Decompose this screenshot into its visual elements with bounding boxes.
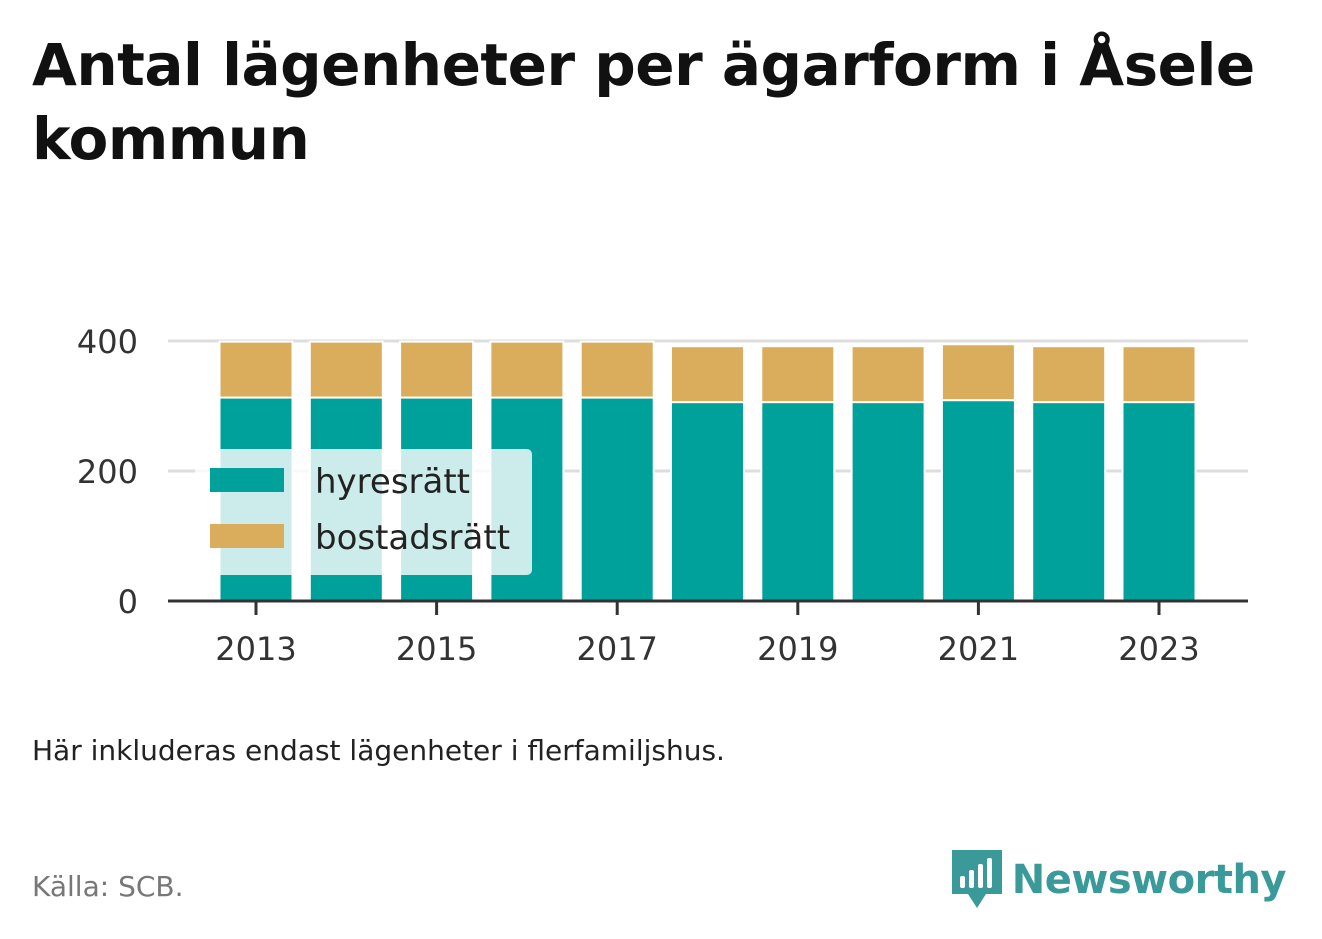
bar-bostadsrätt-2015 xyxy=(399,340,475,399)
bar-bostadsrätt-2023 xyxy=(1121,345,1197,404)
bar-bostadsrätt-2017 xyxy=(579,340,655,399)
bar-bostadsrätt-2014 xyxy=(308,340,384,399)
x-axis-ticks: 2013 2015 2017 2019 2021 2023 xyxy=(215,601,1200,668)
x-tick-label: 2017 xyxy=(576,630,657,668)
bar-hyresrätt-2020 xyxy=(850,401,926,602)
chart-note: Här inkluderas endast lägenheter i flerf… xyxy=(32,734,725,767)
bar-hyresrätt-2023 xyxy=(1121,401,1197,602)
bar-bostadsrätt-2016 xyxy=(489,340,565,399)
bar-hyresrätt-2021 xyxy=(940,399,1016,602)
y-tick-label: 200 xyxy=(77,453,138,491)
bar-bostadsrätt-2018 xyxy=(670,345,745,404)
x-tick-label: 2019 xyxy=(757,630,838,668)
bar-bostadsrätt-2021 xyxy=(940,343,1016,402)
legend-swatch-hyresrätt xyxy=(210,468,284,492)
legend: hyresrätt bostadsrätt xyxy=(195,449,532,575)
bar-chart-speech-bubble-icon xyxy=(951,850,1002,908)
y-tick-label: 0 xyxy=(118,583,138,621)
bar-hyresrätt-2018 xyxy=(670,401,745,602)
stacked-bar-chart: 0 200 400 2013 2015 2017 2019 2021 2023 hyresrä… xyxy=(77,323,1248,668)
bar-hyresrätt-2017 xyxy=(579,396,655,602)
x-tick-label: 2015 xyxy=(396,630,477,668)
bar-bostadsrätt-2022 xyxy=(1031,345,1107,404)
x-tick-label: 2023 xyxy=(1118,630,1199,668)
legend-label-bostadsrätt: bostadsrätt xyxy=(315,518,510,558)
source-label: Källa: SCB. xyxy=(32,870,184,903)
brand-name: Newsworthy xyxy=(1011,857,1287,903)
chart-title: Antal lägenheter per ägarform i Åsele ko… xyxy=(32,31,1255,173)
bar-bostadsrätt-2019 xyxy=(760,345,836,404)
y-axis-ticks: 0 200 400 xyxy=(77,323,138,621)
bar-bostadsrätt-2013 xyxy=(218,340,294,399)
y-tick-label: 400 xyxy=(77,323,138,361)
x-tick-label: 2013 xyxy=(215,630,296,668)
bar-hyresrätt-2019 xyxy=(760,401,836,602)
bar-bostadsrätt-2020 xyxy=(850,345,926,404)
legend-label-hyresrätt: hyresrätt xyxy=(315,462,470,502)
legend-swatch-bostadsrätt xyxy=(210,524,284,548)
bar-hyresrätt-2022 xyxy=(1031,401,1107,602)
x-tick-label: 2021 xyxy=(938,630,1019,668)
brand-logo: Newsworthy xyxy=(951,850,1287,910)
